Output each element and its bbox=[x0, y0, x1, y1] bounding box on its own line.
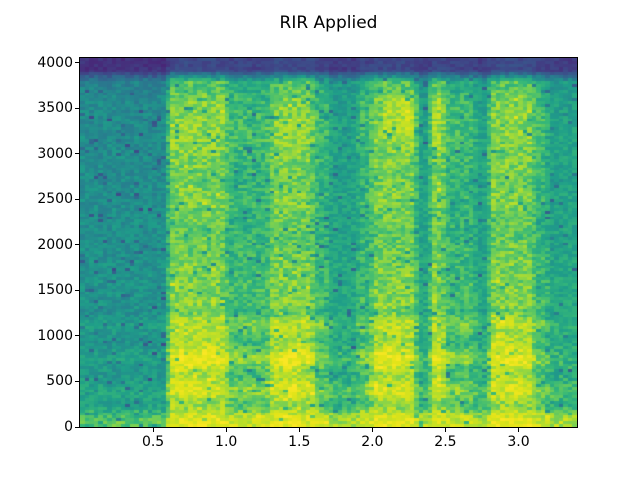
axes-area bbox=[79, 57, 578, 428]
y-tick-mark bbox=[75, 426, 79, 428]
x-tick-label: 3.0 bbox=[507, 434, 530, 450]
y-tick-label: 3000 bbox=[37, 145, 73, 162]
y-tick-mark bbox=[75, 289, 79, 291]
y-tick-mark bbox=[75, 62, 79, 64]
y-tick-label: 0 bbox=[64, 419, 73, 435]
y-tick-label: 2000 bbox=[37, 236, 73, 253]
x-tick-label: 1.5 bbox=[288, 434, 311, 450]
x-tick-label: 0.5 bbox=[141, 434, 165, 450]
x-tick-mark bbox=[152, 428, 154, 432]
y-tick-mark bbox=[75, 380, 79, 382]
y-tick-mark bbox=[75, 153, 79, 155]
x-tick-mark bbox=[371, 428, 373, 432]
y-tick-mark bbox=[75, 107, 79, 109]
x-tick-label: 2.0 bbox=[361, 434, 384, 450]
x-tick-label: 2.5 bbox=[434, 434, 457, 450]
spectrogram-image bbox=[80, 58, 577, 427]
y-tick-label: 3500 bbox=[37, 100, 73, 117]
y-tick-label: 500 bbox=[46, 373, 73, 390]
x-tick-mark bbox=[518, 428, 520, 432]
plot-title: RIR Applied bbox=[279, 13, 378, 33]
y-tick-mark bbox=[75, 198, 79, 200]
x-tick-mark bbox=[225, 428, 227, 432]
x-tick-mark bbox=[298, 428, 300, 432]
y-tick-mark bbox=[75, 244, 79, 246]
x-tick-mark bbox=[444, 428, 446, 432]
y-tick-label: 1500 bbox=[37, 282, 73, 299]
y-tick-mark bbox=[75, 335, 79, 337]
y-tick-label: 1000 bbox=[37, 327, 73, 344]
y-tick-label: 2500 bbox=[37, 191, 73, 208]
x-tick-label: 1.0 bbox=[215, 434, 238, 450]
y-tick-label: 4000 bbox=[37, 54, 73, 71]
